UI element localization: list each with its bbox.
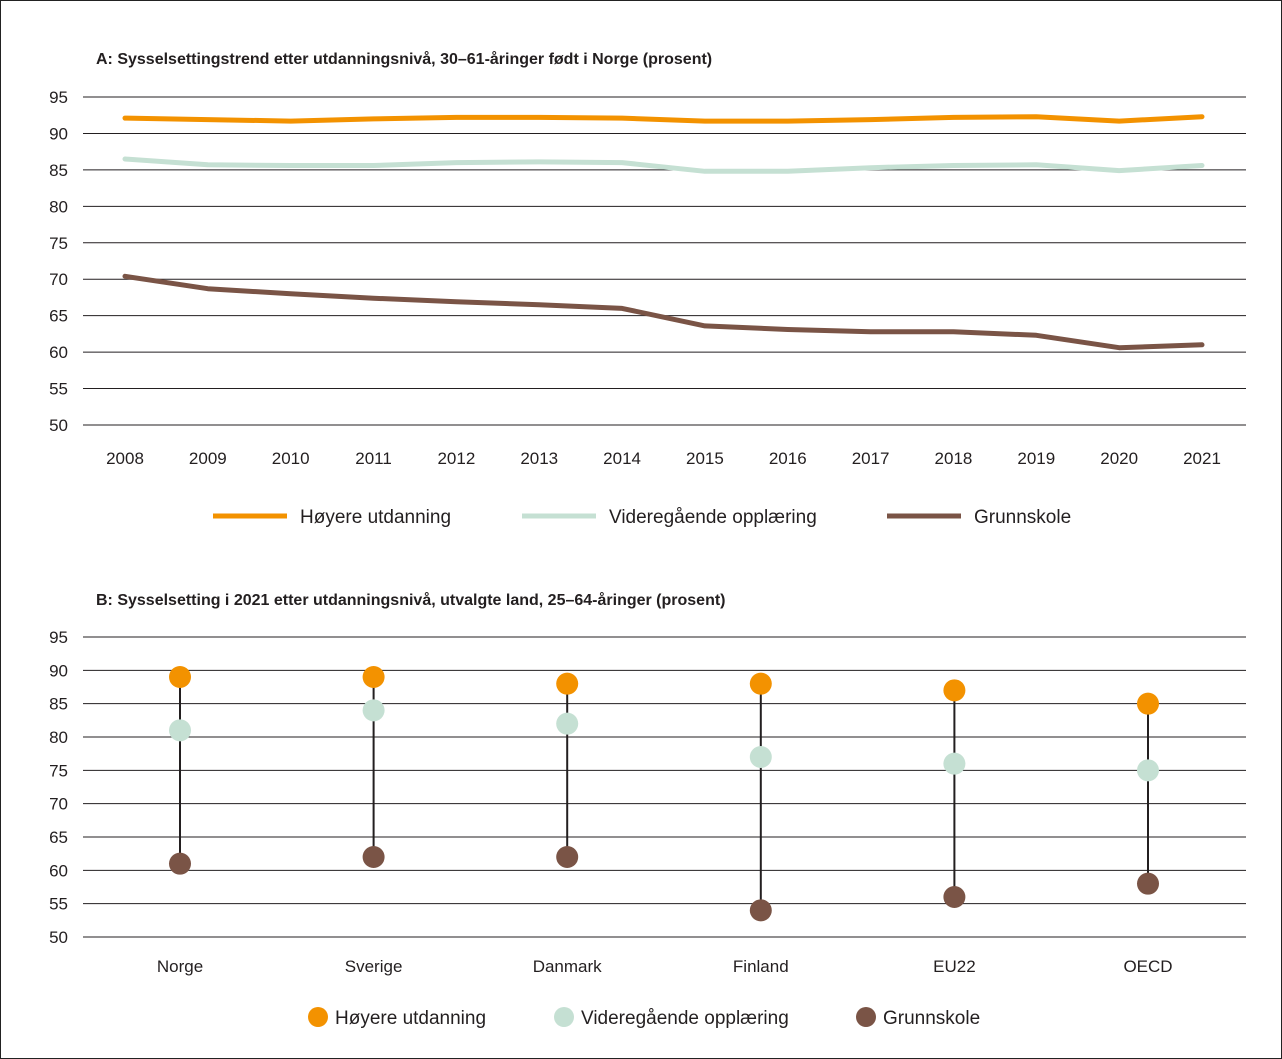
panel-a-x-tick-label: 2009 [189, 449, 227, 468]
panel-a-legend-label: Videregående opplæring [609, 507, 817, 528]
panel-b-point [556, 712, 579, 735]
panel-a-title: A: Sysselsettingstrend etter utdanningsn… [96, 50, 712, 68]
panel-b-y-tick-label: 70 [49, 795, 68, 814]
panel-a-x-tick-label: 2019 [1017, 449, 1055, 468]
panel-b-legend-marker [856, 1007, 876, 1027]
panel-b-point [1137, 692, 1159, 715]
panel-a-series-line [122, 114, 1205, 124]
panel-a-y-tick-label: 80 [49, 197, 68, 216]
panel-b-legend-label: Høyere utdanning [335, 1008, 486, 1029]
panel-a: A: Sysselsettingstrend etter utdanningsn… [49, 50, 1246, 528]
panel-b: B: Sysselsetting i 2021 etter utdannings… [49, 591, 1246, 1029]
panel-a-series-line [122, 156, 1205, 174]
panel-b-y-tick-label: 95 [49, 628, 68, 647]
panel-a-x-tick-label: 2008 [106, 449, 144, 468]
panel-b-point [1137, 759, 1159, 782]
panel-b-point [749, 899, 772, 922]
panel-b-point [362, 699, 385, 722]
panel-a-x-tick-label: 2010 [272, 449, 310, 468]
panel-b-point [362, 846, 385, 868]
panel-b-legend-marker [308, 1007, 328, 1027]
panel-b-y-tick-label: 55 [49, 895, 68, 914]
panel-b-x-tick-label: EU22 [933, 957, 976, 976]
panel-a-y-tick-label: 95 [49, 88, 68, 107]
panel-a-x-tick-label: 2018 [935, 449, 973, 468]
panel-a-x-tick-label: 2014 [603, 449, 641, 468]
panel-b-point [362, 666, 385, 688]
panel-b-legend-label: Videregående opplæring [581, 1008, 789, 1029]
panel-b-point [943, 752, 966, 775]
panel-b-point [943, 886, 966, 908]
panel-b-point [169, 852, 191, 875]
panel-a-x-tick-label: 2015 [686, 449, 724, 468]
panel-a-x-tick-label: 2021 [1183, 449, 1221, 468]
panel-a-y-tick-label: 70 [49, 270, 68, 289]
panel-b-x-tick-label: Danmark [533, 957, 602, 976]
panel-b-y-tick-label: 65 [49, 828, 68, 847]
panel-b-y-tick-label: 90 [49, 661, 68, 680]
panel-b-y-tick-label: 60 [49, 861, 68, 880]
panel-a-legend-label: Høyere utdanning [300, 507, 451, 528]
panel-b-x-tick-label: Sverige [345, 957, 403, 976]
panel-b-point [1137, 872, 1159, 895]
panel-a-y-tick-label: 55 [49, 380, 68, 399]
panel-b-point [749, 672, 772, 695]
panel-b-point [556, 846, 579, 868]
panel-b-x-tick-label: Finland [733, 957, 789, 976]
panel-b-title: B: Sysselsetting i 2021 etter utdannings… [96, 591, 726, 609]
panel-a-x-tick-label: 2012 [437, 449, 475, 468]
panel-b-y-tick-label: 85 [49, 695, 68, 714]
panel-a-legend-label: Grunnskole [974, 507, 1071, 528]
panel-a-y-tick-label: 65 [49, 307, 68, 326]
panel-a-y-tick-label: 90 [49, 124, 68, 143]
panel-a-y-tick-label: 75 [49, 234, 68, 253]
panel-a-y-tick-label: 60 [49, 343, 68, 362]
panel-b-x-tick-label: OECD [1123, 957, 1172, 976]
panel-a-series-line [122, 273, 1205, 351]
panel-a-y-tick-label: 85 [49, 161, 68, 180]
panel-a-x-tick-label: 2020 [1100, 449, 1138, 468]
panel-b-y-tick-label: 50 [49, 928, 68, 947]
panel-b-point [169, 719, 191, 742]
panel-a-x-tick-label: 2016 [769, 449, 807, 468]
panel-b-point [943, 679, 966, 702]
panel-a-y-tick-label: 50 [49, 416, 68, 435]
panel-b-y-tick-label: 75 [49, 761, 68, 780]
panel-a-x-tick-label: 2011 [355, 449, 392, 468]
panel-b-x-tick-label: Norge [157, 957, 203, 976]
panel-a-x-tick-label: 2017 [852, 449, 890, 468]
panel-b-legend-label: Grunnskole [883, 1008, 980, 1029]
panel-b-point [169, 666, 191, 688]
panel-b-point [556, 672, 579, 695]
panel-a-x-tick-label: 2013 [520, 449, 558, 468]
panel-b-legend-marker [554, 1007, 574, 1027]
panel-b-y-tick-label: 80 [49, 728, 68, 747]
panel-b-point [749, 746, 772, 768]
